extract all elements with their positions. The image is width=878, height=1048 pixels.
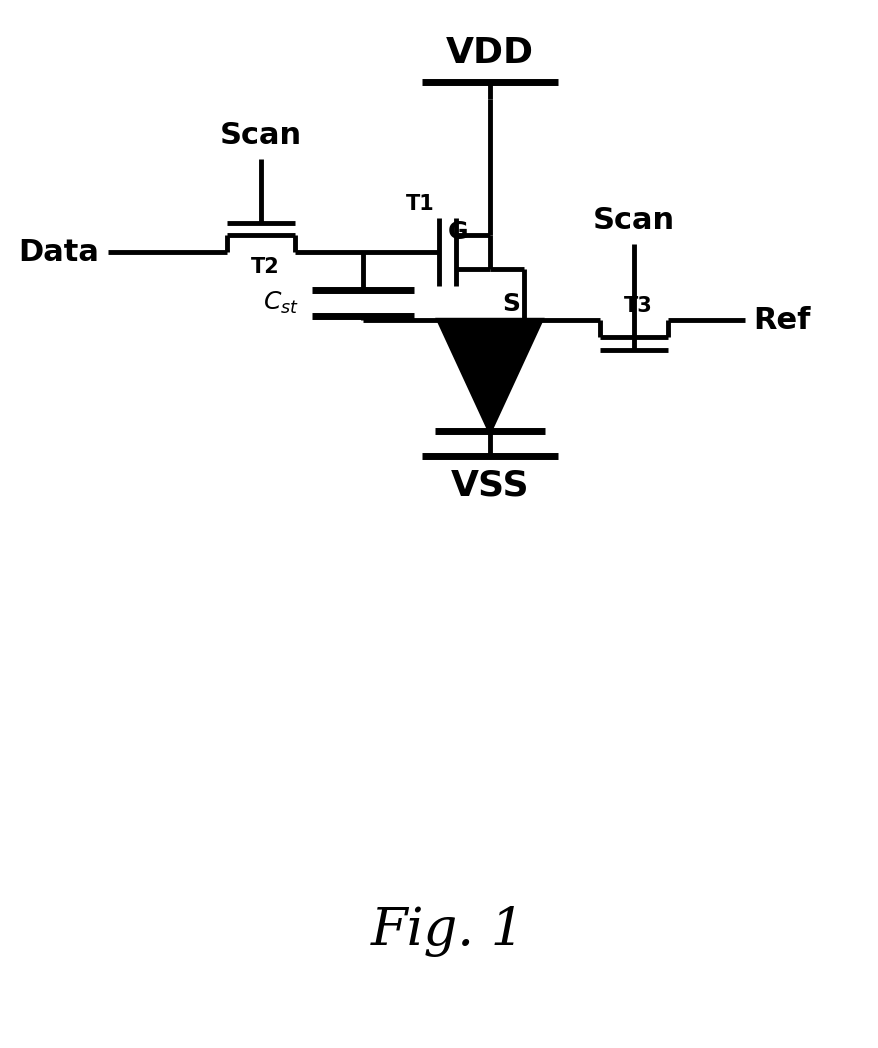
Text: G: G bbox=[447, 220, 468, 244]
Text: VSS: VSS bbox=[450, 468, 529, 503]
Text: Data: Data bbox=[18, 238, 99, 267]
Text: S: S bbox=[502, 292, 520, 315]
Text: Scan: Scan bbox=[593, 206, 674, 236]
Text: T1: T1 bbox=[406, 194, 435, 214]
Text: Scan: Scan bbox=[220, 122, 301, 150]
Polygon shape bbox=[438, 321, 540, 431]
Text: Fig. 1: Fig. 1 bbox=[370, 907, 524, 957]
Text: T2: T2 bbox=[250, 257, 279, 277]
Text: T3: T3 bbox=[623, 296, 652, 315]
Text: VDD: VDD bbox=[445, 36, 533, 70]
Text: Ref: Ref bbox=[752, 306, 810, 334]
Text: $C_{st}$: $C_{st}$ bbox=[263, 290, 299, 316]
